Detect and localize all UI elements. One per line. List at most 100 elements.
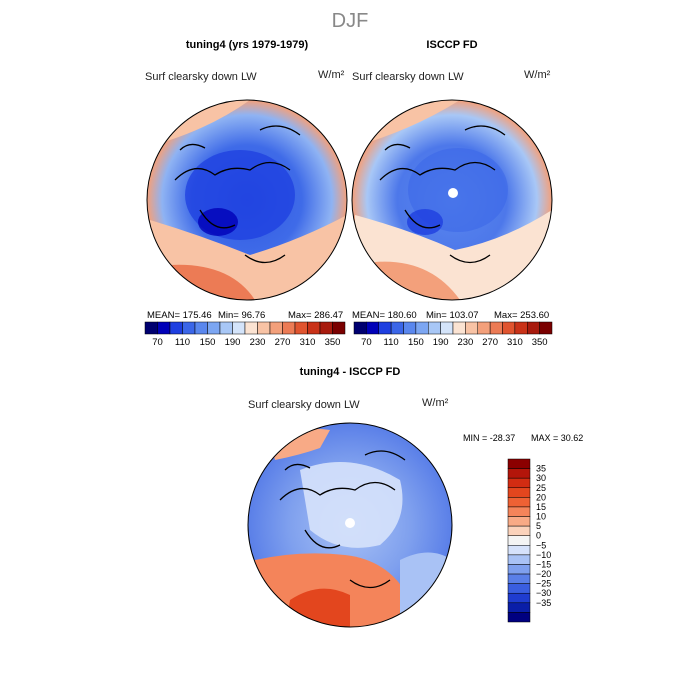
model-colorbar-swatch (169, 321, 183, 335)
obs-colorbar-swatch (539, 321, 553, 335)
obs-colorbar-swatch (378, 321, 392, 335)
obs-colorbar-tick-label: 150 (408, 337, 424, 348)
model-colorbar-tick-label: 150 (200, 337, 216, 348)
model-colorbar-tick-label: 270 (275, 337, 291, 348)
panel-difference-variable: Surf clearsky down LW (248, 399, 360, 411)
obs-colorbar-swatch (366, 321, 379, 335)
diff-colorbar-swatch (507, 506, 531, 517)
panel-observations-colorbar: 70 110 150 190 230 270 310 350 (353, 321, 553, 348)
diff-colorbar-tick-label: −10 (536, 550, 551, 560)
diff-colorbar-swatch (507, 497, 531, 508)
obs-region-greenland (407, 209, 443, 235)
model-colorbar-tick-label: 350 (325, 337, 341, 348)
model-colorbar-swatch (269, 321, 283, 335)
obs-colorbar-swatch (489, 321, 503, 335)
diff-pole-hole (345, 518, 355, 528)
diff-region-arctic-ocean (300, 462, 403, 548)
obs-colorbar-tick-label: 350 (532, 337, 548, 348)
diff-colorbar-swatch (507, 583, 531, 594)
model-colorbar-swatch (144, 321, 158, 335)
model-colorbar-swatch (219, 321, 233, 335)
diff-colorbar-tick-label: 0 (536, 531, 541, 541)
panel-model-max: Max= 286.47 (288, 310, 343, 321)
model-colorbar-tick-label: 230 (250, 337, 266, 348)
model-colorbar-swatch (332, 321, 346, 335)
diff-colorbar-tick-label: 25 (536, 483, 546, 493)
page-title: DJF (332, 10, 369, 32)
diff-colorbar-tick-label: 30 (536, 473, 546, 483)
obs-colorbar-tick-label: 310 (507, 337, 523, 348)
diff-colorbar-tick-label: 10 (536, 512, 546, 522)
diff-colorbar-tick-label: 5 (536, 521, 541, 531)
panel-difference-title: tuning4 - ISCCP FD (300, 366, 401, 378)
diff-colorbar-swatch (507, 487, 531, 498)
model-colorbar-swatch (194, 321, 208, 335)
diff-colorbar-tick-label: −35 (536, 598, 551, 608)
diff-coastlines (279, 450, 406, 589)
panel-difference-map (248, 423, 452, 627)
diff-colorbar-swatch (507, 516, 531, 527)
obs-colorbar-tick-label: 70 (361, 337, 372, 348)
model-colorbar-swatch (207, 321, 221, 335)
panel-model-title: tuning4 (yrs 1979-1979) (186, 39, 309, 51)
panel-observations-min: Min= 103.07 (426, 310, 479, 321)
panel-model-units: W/m² (318, 69, 345, 81)
obs-colorbar-tick-label: 230 (457, 337, 473, 348)
diff-colorbar-tick-label: 20 (536, 492, 546, 502)
panel-difference-min: MIN = -28.37 (463, 433, 515, 443)
obs-colorbar-swatch (403, 321, 417, 335)
panel-observations-map (352, 100, 552, 300)
model-coastlines (174, 125, 301, 264)
diff-colorbar-tick-label: −5 (536, 540, 546, 550)
panel-model-colorbar: 70 110 150 190 230 270 310 350 (144, 321, 346, 348)
diff-colorbar-tick-label: 15 (536, 502, 546, 512)
obs-colorbar-swatch (477, 321, 491, 335)
model-colorbar-swatch (232, 321, 246, 335)
diff-colorbar-swatch (507, 458, 531, 469)
model-region-greenland (198, 208, 238, 236)
panel-observations-mean: MEAN= 180.60 (352, 310, 417, 321)
diff-colorbar-tick-label: −15 (536, 559, 551, 569)
diff-colorbar-swatch (507, 573, 531, 584)
model-colorbar-tick-label: 310 (300, 337, 316, 348)
obs-colorbar-swatch (452, 321, 466, 335)
panel-difference: tuning4 - ISCCP FD Surf clearsky down LW… (247, 366, 583, 628)
model-colorbar-swatch (257, 321, 271, 335)
diff-colorbar-swatch (507, 592, 531, 604)
obs-colorbar-swatch (415, 321, 429, 335)
model-colorbar-tick-label: 110 (175, 337, 190, 348)
obs-colorbar-swatch (465, 321, 478, 335)
model-colorbar-swatch (157, 321, 171, 335)
obs-colorbar-tick-label: 190 (433, 337, 449, 348)
panel-model-map (147, 100, 347, 300)
panel-observations-variable: Surf clearsky down LW (352, 71, 464, 83)
panel-difference-units: W/m² (422, 397, 449, 409)
panel-model: tuning4 (yrs 1979-1979) Surf clearsky do… (144, 39, 348, 348)
diff-colorbar-tick-label: −25 (536, 579, 551, 589)
diff-colorbar-swatch (507, 612, 531, 623)
diff-colorbar-swatch (507, 468, 531, 479)
model-colorbar-swatch (319, 321, 333, 335)
obs-colorbar-swatch (514, 321, 528, 335)
obs-colorbar-swatch (527, 321, 540, 335)
obs-colorbar-swatch (390, 321, 404, 335)
diff-colorbar-swatch (507, 545, 531, 556)
diff-colorbar-tick-label: −30 (536, 588, 551, 598)
obs-colorbar-swatch (428, 321, 441, 335)
obs-colorbar-swatch (502, 321, 516, 335)
model-colorbar-tick-label: 70 (152, 337, 163, 348)
panel-observations-max: Max= 253.60 (494, 310, 549, 321)
diff-colorbar-swatch (507, 535, 531, 546)
panel-model-min: Min= 96.76 (218, 310, 265, 321)
panel-difference-max: MAX = 30.62 (531, 433, 583, 443)
model-colorbar-swatch (282, 321, 296, 335)
obs-pole-hole (448, 188, 458, 198)
panel-observations-units: W/m² (524, 69, 551, 81)
model-colorbar-swatch (307, 321, 321, 335)
diff-colorbar-swatch (507, 602, 531, 613)
diff-colorbar-swatch (507, 477, 531, 489)
obs-coastlines (379, 125, 506, 264)
panel-model-variable: Surf clearsky down LW (145, 71, 257, 83)
